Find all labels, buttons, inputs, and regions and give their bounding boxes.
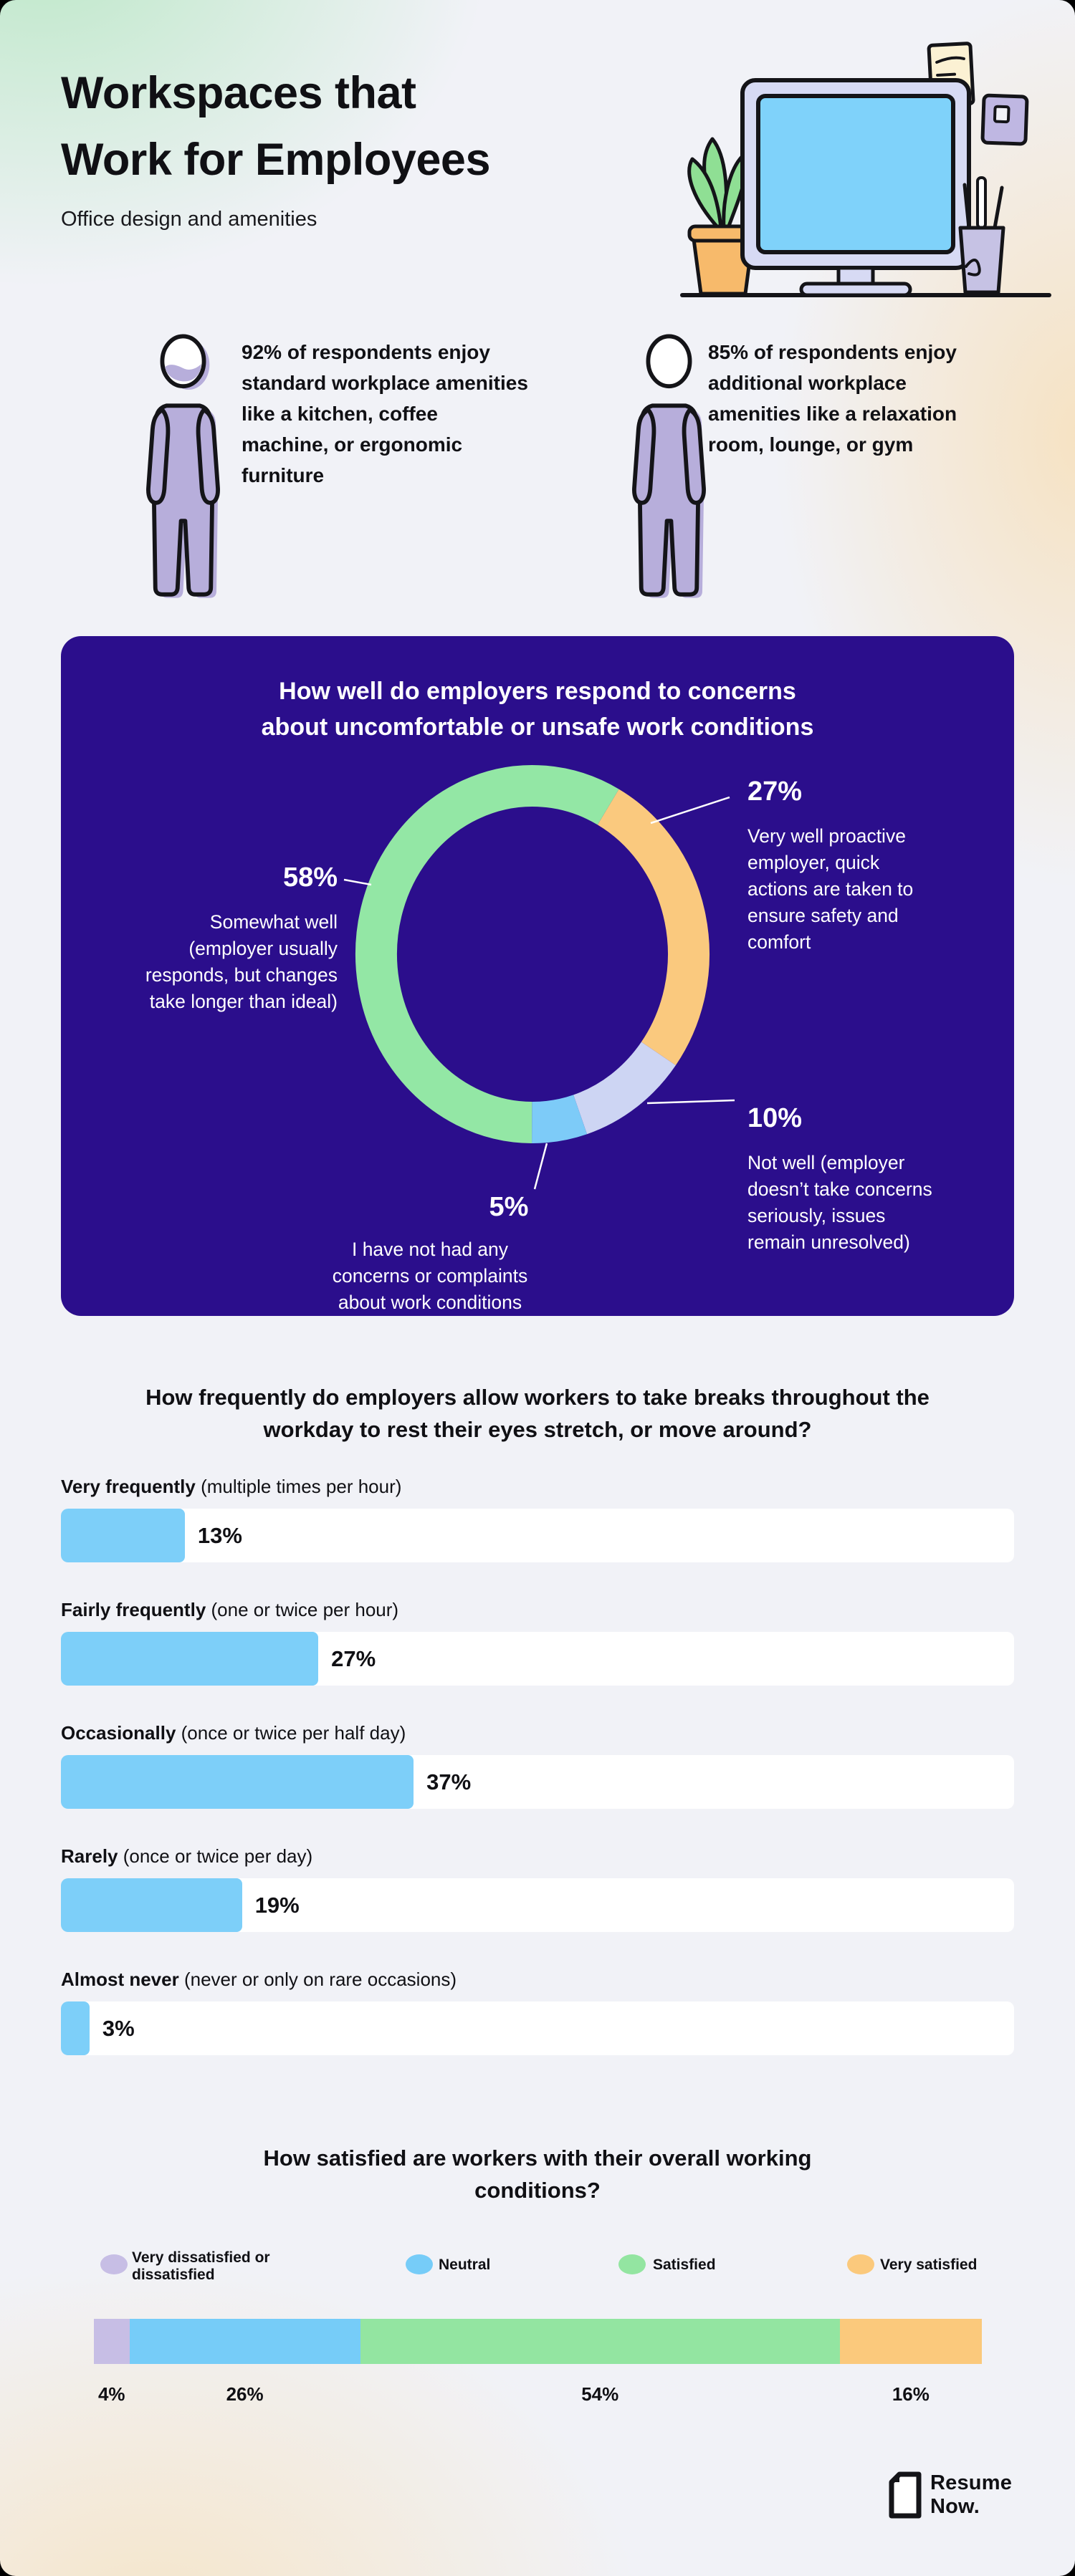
legend-marker-very-satisfied — [847, 2254, 874, 2274]
callout-58-value: 58% — [282, 862, 338, 893]
pen-cup-icon — [958, 176, 1005, 294]
bar-row: Fairly frequently (one or twice per hour… — [61, 1599, 1014, 1686]
bar-label-bold: Very frequently — [61, 1476, 196, 1497]
stacked-bar-value-labels: 4% 26% 54% 16% — [94, 2383, 982, 2412]
segment-neutral — [129, 2319, 360, 2364]
callout-5-label: I have not had any concerns or complaint… — [332, 1239, 528, 1313]
plant-icon — [687, 137, 759, 296]
bar-value: 19% — [254, 1892, 300, 1918]
segment-value: 26% — [226, 2383, 264, 2405]
wall-card-icon — [980, 93, 1029, 146]
bar-fill — [61, 1509, 185, 1562]
donut-slice — [597, 789, 710, 1066]
callout-10: 10% Not well (employer doesn’t take conc… — [747, 1103, 1005, 1256]
legend-label-neutral: Neutral — [439, 2257, 491, 2273]
callout-58: 58% Somewhat well (employer usually resp… — [108, 862, 338, 1015]
bar-label-rest: (once or twice per half day) — [176, 1722, 406, 1744]
brand-name: Resume Now. — [930, 2471, 1013, 2518]
resume-now-logo: Resume Now. — [889, 2471, 1012, 2519]
legend-label-very-dissatisfied: Very dissatisfied or dissatisfied — [132, 2249, 270, 2283]
bar-label-bold: Occasionally — [61, 1722, 176, 1744]
breaks-chart-title: How frequently do employers allow worker… — [145, 1385, 930, 1442]
bar-track: 37% — [61, 1755, 1014, 1809]
breaks-chart: Very frequently (multiple times per hour… — [61, 1476, 1014, 2092]
bar-label-bold: Almost never — [61, 1969, 179, 1990]
legend-marker-satisfied — [618, 2254, 646, 2274]
employer-response-panel: How well do employers respond to concern… — [61, 636, 1014, 1316]
bar-row: Occasionally (once or twice per half day… — [61, 1722, 1014, 1809]
callout-10-value: 10% — [747, 1103, 803, 1133]
person-icon — [632, 334, 706, 598]
donut-slice — [355, 765, 619, 1143]
segment-very-dissatisfied — [94, 2319, 130, 2364]
donut-slice — [573, 1042, 676, 1135]
person-icon — [146, 334, 220, 598]
bar-value: 37% — [426, 1769, 472, 1794]
bar-track: 27% — [61, 1632, 1014, 1686]
stat-85-text: 85% of respondents enjoy additional work… — [708, 341, 957, 456]
bar-label-bold: Fairly frequently — [61, 1599, 206, 1620]
donut-chart-title: How well do employers respond to concern… — [261, 678, 814, 741]
segment-value: 4% — [97, 2383, 125, 2405]
donut-arcs — [355, 765, 710, 1144]
callout-10-label: Not well (employer doesn’t take concerns… — [747, 1152, 932, 1253]
bar-track: 19% — [61, 1878, 1014, 1932]
legend-marker-neutral — [406, 2254, 433, 2274]
donut-chart — [343, 765, 735, 1190]
satisfaction-chart-title: How satisfied are workers with their ove… — [263, 2145, 812, 2203]
callout-lines — [343, 796, 735, 1190]
bar-label-bold: Rarely — [61, 1845, 118, 1867]
bar-fill — [61, 1632, 319, 1686]
segment-value: 54% — [581, 2383, 619, 2405]
page-title: Workspaces that Work for Employees — [61, 68, 491, 185]
callout-27-value: 27% — [747, 777, 803, 807]
bar-row: Very frequently (multiple times per hour… — [61, 1476, 1014, 1562]
bar-track: 3% — [61, 2001, 1014, 2055]
bar-value: 3% — [102, 2015, 135, 2041]
legend-label-very-satisfied: Very satisfied — [880, 2257, 978, 2273]
segment-satisfied — [360, 2319, 840, 2364]
bar-fill — [61, 1755, 414, 1809]
callout-27-label: Very well proactive employer, quick acti… — [747, 825, 914, 953]
bar-row: Almost never (never or only on rare occa… — [61, 1969, 1014, 2055]
bar-value: 27% — [331, 1645, 376, 1671]
callout-58-label: Somewhat well (employer usually responds… — [145, 911, 338, 1012]
monitor-icon — [740, 78, 971, 297]
legend-label-satisfied: Satisfied — [653, 2257, 716, 2273]
bar-label-rest: (never or only on rare occasions) — [178, 1969, 457, 1990]
segment-very-satisfied — [839, 2319, 982, 2364]
document-icon — [889, 2471, 922, 2519]
desk-workspace-illustration — [680, 42, 1051, 297]
stat-92-text: 92% of respondents enjoy standard workpl… — [242, 341, 528, 486]
bar-track: 13% — [61, 1509, 1014, 1562]
donut-slice — [531, 1095, 588, 1144]
callout-5-value: 5% — [489, 1192, 529, 1222]
callout-5: 5% — [462, 1192, 555, 1223]
bar-fill — [61, 2001, 90, 2055]
page-subtitle: Office design and amenities — [61, 208, 317, 231]
legend-marker-very-dissatisfied — [100, 2254, 128, 2274]
segment-value: 16% — [892, 2383, 930, 2405]
satisfaction-stacked-bar — [94, 2319, 982, 2364]
bar-row: Rarely (once or twice per day) 19% — [61, 1845, 1014, 1932]
callout-27: 27% Very well proactive employer, quick … — [747, 777, 991, 956]
bar-label-rest: (once or twice per day) — [118, 1845, 313, 1867]
bar-fill — [61, 1878, 242, 1932]
bar-value: 13% — [197, 1522, 242, 1548]
bar-label-rest: (multiple times per hour) — [195, 1476, 402, 1497]
bar-label-rest: (one or twice per hour) — [206, 1599, 399, 1620]
